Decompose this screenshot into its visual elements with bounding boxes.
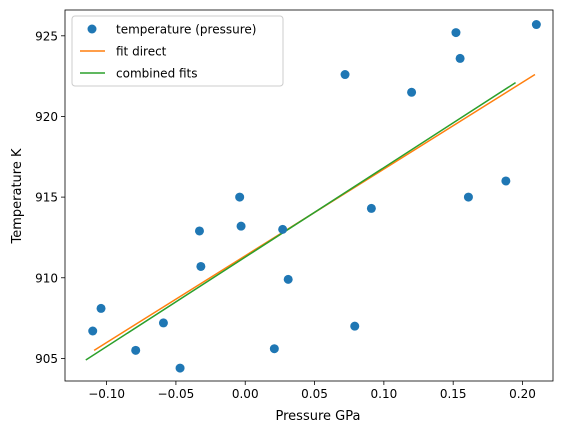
legend-label: temperature (pressure) (116, 23, 256, 37)
x-tick-label: 0.20 (509, 387, 536, 401)
x-tick-label: 0.00 (232, 387, 259, 401)
data-point (196, 261, 206, 271)
data-point (463, 192, 473, 202)
x-axis-label: Pressure GPa (276, 409, 361, 424)
series-line-2 (85, 81, 516, 361)
data-point (455, 53, 465, 63)
y-tick-label: 920 (35, 110, 58, 124)
x-tick-label: 0.15 (440, 387, 467, 401)
y-tick-label: 910 (35, 271, 58, 285)
data-point (96, 303, 106, 313)
data-point (531, 20, 541, 30)
legend-label: combined fits (116, 67, 198, 81)
x-tick-label: −0.10 (88, 387, 125, 401)
y-axis-label: Temperature K (10, 148, 25, 244)
axes: −0.10 −0.05 0.00 0.05 0.10 0.15 0.20 905 910 915 9… (35, 9, 554, 401)
legend: temperature (pressure) fit direct combined… (71, 15, 284, 87)
data-point (175, 363, 185, 373)
x-tick-label: −0.05 (158, 387, 195, 401)
plot-area (85, 20, 541, 373)
data-point (366, 203, 376, 213)
legend-label: fit direct (116, 45, 167, 59)
data-point (269, 344, 279, 354)
x-tick-label: 0.10 (371, 387, 398, 401)
data-point (407, 87, 417, 97)
legend-marker (87, 24, 97, 34)
y-tick-label: 905 (35, 352, 58, 366)
data-point (451, 28, 461, 38)
data-point (501, 176, 511, 186)
data-point (340, 70, 350, 80)
legend-frame (71, 15, 284, 87)
data-point (278, 224, 288, 234)
plot-frame (64, 9, 554, 382)
data-point (235, 192, 245, 202)
data-point (194, 226, 204, 236)
data-point (131, 345, 141, 355)
y-tick-label: 925 (35, 29, 58, 43)
data-point (236, 221, 246, 231)
data-point (350, 321, 360, 331)
x-tick-label: 0.05 (301, 387, 328, 401)
data-point (158, 318, 168, 328)
y-tick-label: 915 (35, 191, 58, 205)
data-point (283, 274, 293, 284)
data-point (88, 326, 98, 336)
